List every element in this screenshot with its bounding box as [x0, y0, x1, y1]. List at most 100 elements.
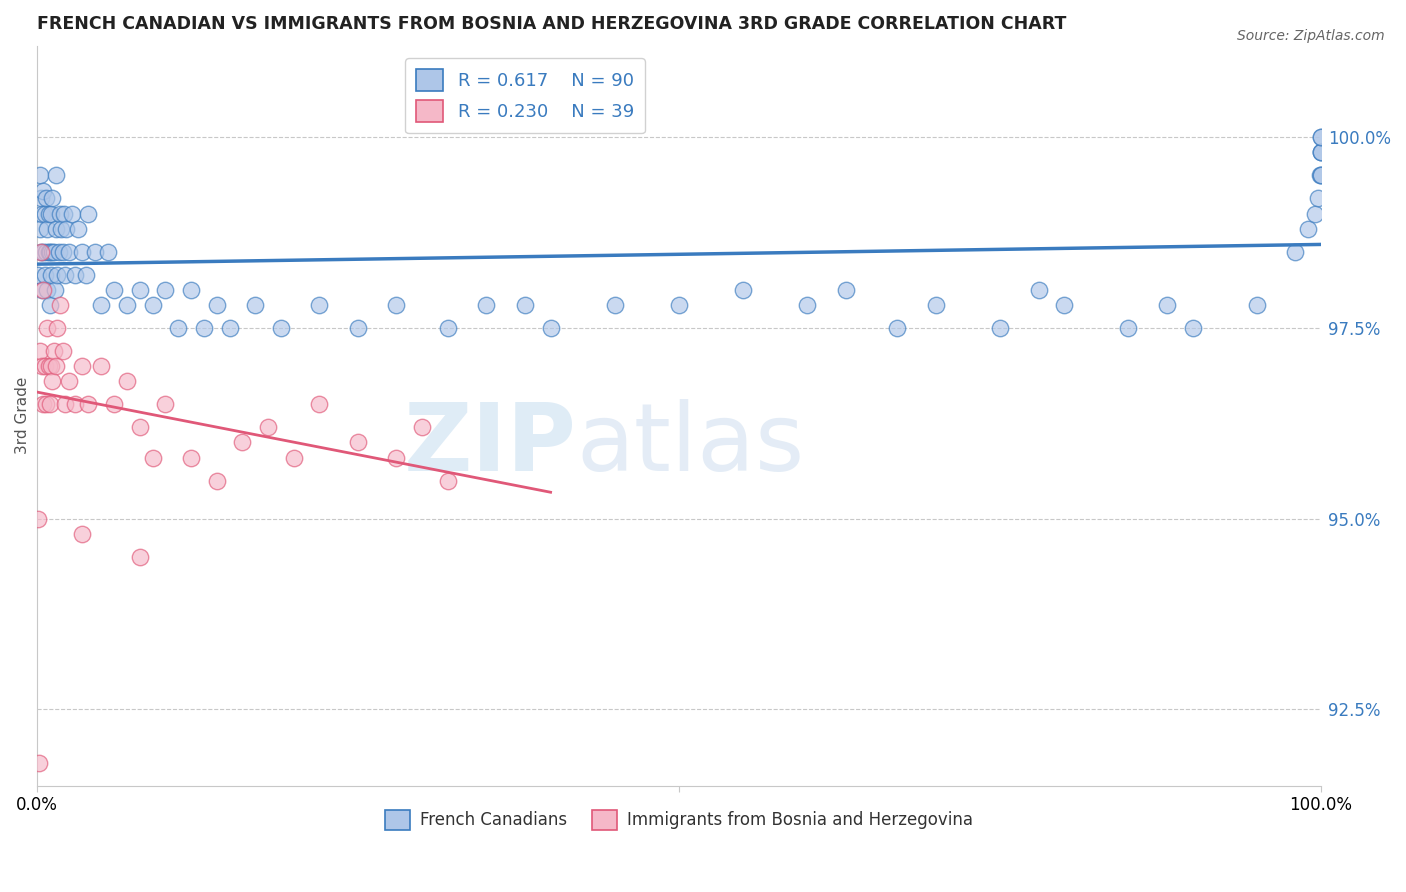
Point [58, 375, 80, 389]
Point [49, 298, 72, 312]
Point [83, 244, 105, 259]
Point [37, 321, 59, 335]
Point [1310, 130, 1333, 145]
Point [39, 206, 62, 220]
Point [385, 298, 408, 312]
Text: ZIP: ZIP [404, 400, 576, 491]
Point [1310, 145, 1333, 160]
Point [167, 321, 190, 335]
Point [97, 244, 120, 259]
Point [37, 283, 59, 297]
Point [835, 283, 858, 297]
Point [37, 244, 59, 259]
Point [32, 184, 55, 198]
Point [31, 359, 53, 373]
Point [128, 283, 150, 297]
Point [38, 298, 60, 312]
Point [48, 244, 70, 259]
Point [28, 221, 51, 235]
Point [55, 221, 77, 235]
Point [31, 206, 53, 220]
Point [540, 321, 562, 335]
Point [115, 375, 138, 389]
Point [45, 359, 67, 373]
Point [796, 298, 818, 312]
Point [70, 244, 93, 259]
Point [411, 420, 433, 434]
Point [385, 450, 408, 465]
Point [58, 244, 80, 259]
Point [67, 221, 90, 235]
Point [37, 359, 59, 373]
Text: FRENCH CANADIAN VS IMMIGRANTS FROM BOSNIA AND HERZEGOVINA 3RD GRADE CORRELATION : FRENCH CANADIAN VS IMMIGRANTS FROM BOSNI… [37, 15, 1066, 33]
Point [1156, 298, 1178, 312]
Point [38, 397, 60, 411]
Point [39, 359, 62, 373]
Point [513, 298, 536, 312]
Point [283, 450, 305, 465]
Point [347, 435, 370, 450]
Point [270, 321, 292, 335]
Point [155, 283, 177, 297]
Point [115, 298, 138, 312]
Point [1308, 191, 1330, 205]
Point [52, 343, 75, 358]
Point [193, 321, 215, 335]
Point [32, 244, 55, 259]
Point [437, 474, 460, 488]
Point [44, 283, 66, 297]
Point [128, 420, 150, 434]
Point [65, 268, 87, 282]
Point [27, 268, 49, 282]
Point [1284, 244, 1306, 259]
Point [34, 359, 56, 373]
Point [90, 298, 112, 312]
Point [1296, 221, 1319, 235]
Point [28, 756, 51, 770]
Point [60, 206, 83, 220]
Point [1309, 169, 1331, 183]
Point [668, 298, 690, 312]
Point [70, 527, 93, 541]
Point [34, 268, 56, 282]
Point [1053, 298, 1076, 312]
Point [52, 206, 75, 220]
Point [1310, 145, 1333, 160]
Point [988, 321, 1011, 335]
Point [70, 359, 93, 373]
Point [128, 549, 150, 564]
Point [1310, 145, 1333, 160]
Y-axis label: 3rd Grade: 3rd Grade [15, 377, 30, 454]
Point [1310, 169, 1333, 183]
Point [37, 206, 59, 220]
Point [35, 191, 58, 205]
Point [205, 474, 228, 488]
Point [103, 283, 125, 297]
Text: atlas: atlas [576, 400, 804, 491]
Point [141, 298, 163, 312]
Point [51, 221, 73, 235]
Point [28, 169, 51, 183]
Point [1028, 283, 1050, 297]
Point [30, 191, 52, 205]
Point [1246, 298, 1268, 312]
Point [77, 206, 100, 220]
Point [1310, 130, 1333, 145]
Point [347, 321, 370, 335]
Point [257, 420, 280, 434]
Point [1310, 169, 1333, 183]
Point [475, 298, 498, 312]
Point [28, 343, 51, 358]
Point [180, 283, 202, 297]
Point [141, 450, 163, 465]
Point [1303, 206, 1326, 220]
Point [31, 283, 53, 297]
Point [45, 221, 67, 235]
Point [39, 268, 62, 282]
Point [308, 397, 330, 411]
Point [34, 206, 56, 220]
Point [46, 321, 69, 335]
Point [886, 321, 908, 335]
Point [41, 191, 63, 205]
Point [30, 244, 52, 259]
